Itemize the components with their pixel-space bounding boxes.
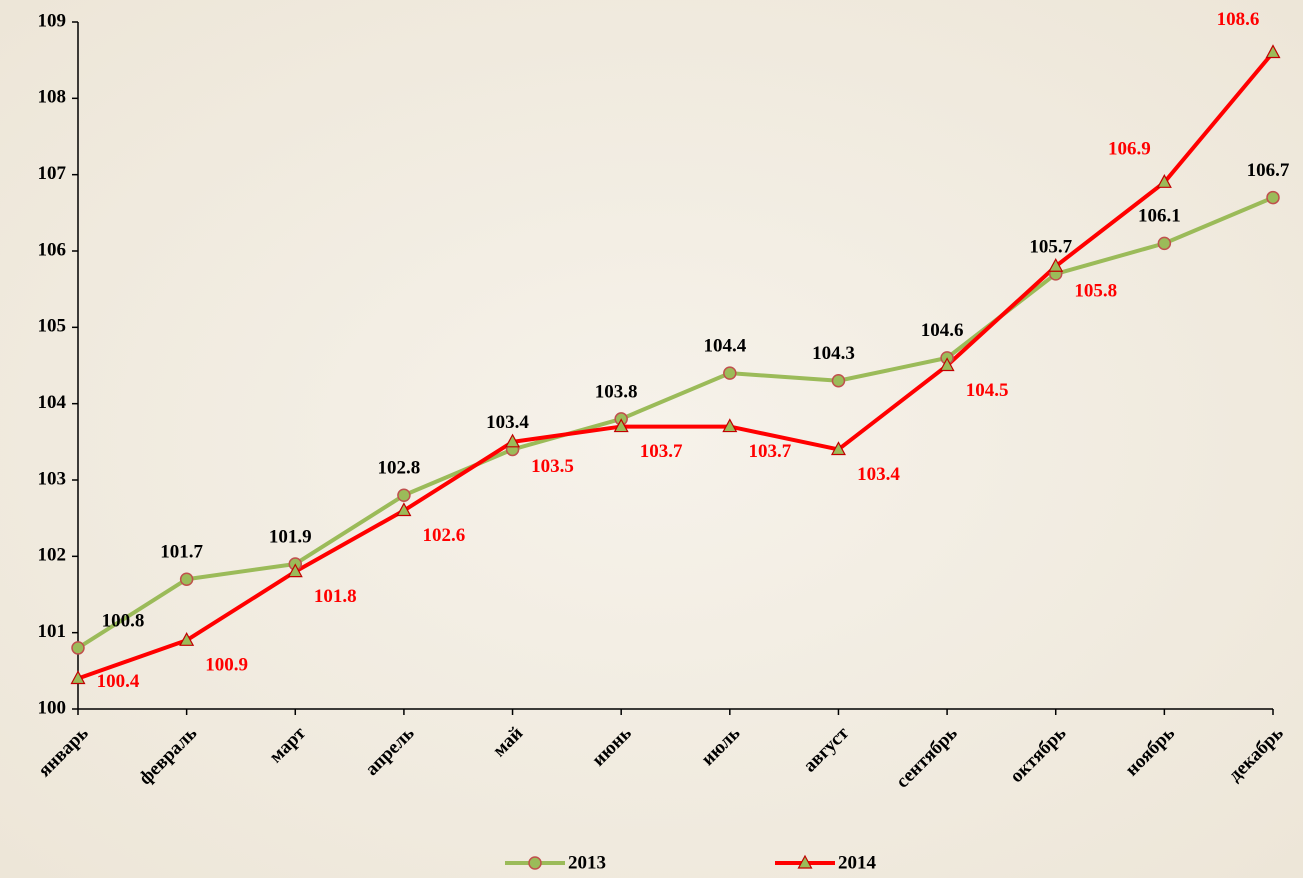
data-label: 104.6 [921,320,964,341]
data-label: 100.9 [205,655,248,676]
data-label: 104.4 [703,335,746,356]
data-label: 103.4 [486,412,529,433]
legend-label: 2013 [568,852,606,873]
point [71,641,85,655]
data-label: 103.7 [748,441,791,462]
data-label: 100.4 [97,671,140,692]
data-label: 106.7 [1247,160,1290,181]
y-tick-label: 106 [38,239,67,260]
point [287,563,303,578]
point [70,670,86,685]
data-label: 102.8 [378,458,421,479]
point [1156,174,1172,188]
data-label: 104.3 [812,343,855,364]
y-tick-label: 105 [38,316,67,337]
point [830,441,846,456]
point [723,366,737,380]
point [1266,190,1280,205]
point [397,488,411,503]
point [831,374,846,388]
legend-label: 2014 [838,852,877,873]
data-label: 100.8 [102,610,145,631]
data-label: 101.7 [160,542,203,563]
point [179,632,195,646]
point [1048,258,1064,272]
data-label: 105.8 [1074,281,1117,302]
data-label: 101.9 [269,526,312,547]
y-tick-label: 109 [38,10,67,31]
y-tick-label: 108 [38,87,67,108]
point [179,572,194,586]
point [939,357,955,372]
y-tick-label: 102 [38,545,67,566]
data-label: 108.6 [1217,9,1260,30]
series-line [77,51,1275,681]
point [396,502,412,517]
data-label: 102.6 [423,525,466,546]
y-tick-label: 100 [38,697,67,718]
point [1265,44,1281,59]
y-tick-label: 101 [38,621,67,642]
data-label: 103.4 [857,464,900,485]
legend-marker [528,856,542,870]
y-tick-label: 107 [38,163,67,184]
data-label: 105.7 [1029,236,1072,257]
point [1157,236,1172,251]
y-tick-label: 104 [38,392,67,413]
point [722,418,738,433]
data-label: 104.5 [966,380,1009,401]
data-label: 106.1 [1138,206,1181,227]
data-label: 103.7 [640,441,683,462]
legend-marker [797,854,813,869]
point [613,418,629,433]
data-label: 101.8 [314,586,357,607]
series-line [76,195,1274,650]
y-tick-label: 103 [38,468,67,489]
data-label: 103.8 [595,381,638,402]
point [505,433,521,448]
data-label: 103.5 [531,456,574,477]
data-label: 106.9 [1108,139,1151,160]
